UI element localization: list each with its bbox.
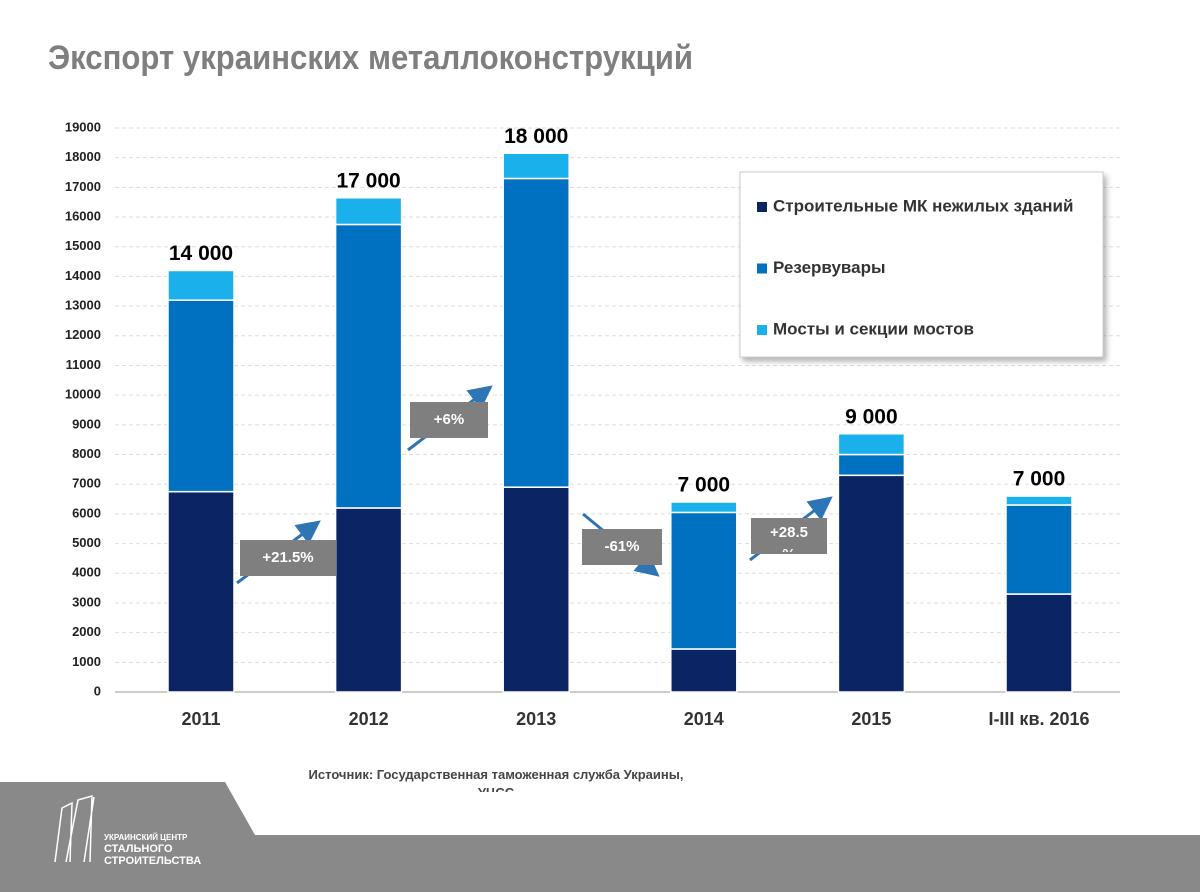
total-label: 7 000 xyxy=(1013,468,1066,491)
y-tick-label: 6000 xyxy=(72,505,101,520)
legend-swatch xyxy=(757,325,767,335)
bar-segment xyxy=(167,269,235,301)
y-tick-label: 1000 xyxy=(72,654,101,669)
total-label: 9 000 xyxy=(845,405,898,428)
logo xyxy=(54,794,95,863)
annotation: +21.5% xyxy=(262,549,314,566)
y-tick-label: 5000 xyxy=(72,535,101,550)
logo-text: УКРАИНСКИЙ ЦЕНТР xyxy=(104,833,188,842)
legend-swatch xyxy=(757,263,767,274)
logo-text: СТАЛЬНОГО xyxy=(104,843,173,855)
bar-segment xyxy=(334,507,403,693)
bar-segment xyxy=(1005,504,1073,595)
y-tick-label: 17000 xyxy=(65,179,101,194)
bar-segment xyxy=(1005,495,1073,506)
legend: Строительные МК нежилых зданий Резервувар… xyxy=(739,171,1104,358)
bar-segment xyxy=(167,299,235,493)
annotation-box xyxy=(751,518,827,554)
legend-label: Резервувары xyxy=(773,258,886,277)
annotation-wrap: +6% xyxy=(433,411,465,428)
y-tick-label: 4000 xyxy=(72,565,101,580)
y-tick-label: 13000 xyxy=(65,298,101,313)
total-label: 7 000 xyxy=(678,474,731,497)
chart-title: Экспорт украинских металлоконструкций xyxy=(48,39,693,77)
y-tick-label: 0 xyxy=(94,683,101,698)
y-tick-label: 8000 xyxy=(72,446,101,461)
annotation-box xyxy=(410,402,488,438)
bar-segment xyxy=(334,197,403,226)
bar-segment xyxy=(837,474,906,693)
bar-segment xyxy=(837,453,906,477)
y-tick-label: 15000 xyxy=(65,238,101,253)
bar-segment xyxy=(502,486,570,693)
legend-label: Строительные МК нежилых зданий xyxy=(773,196,1073,215)
legend-label: Мосты и секции мостов xyxy=(773,319,974,338)
bar-segment xyxy=(502,152,570,180)
source-box: Источник: Государственная таможенная слу… xyxy=(308,767,684,792)
bar-segment xyxy=(167,490,235,693)
bar-segment xyxy=(670,648,738,693)
bar-segment xyxy=(837,432,906,456)
annotation-box xyxy=(240,540,336,576)
footer-band xyxy=(0,782,1200,892)
logo-text: СТРОИТЕЛЬСТВА xyxy=(104,855,201,867)
legend-swatch xyxy=(757,202,767,212)
y-tick-label: 10000 xyxy=(65,387,101,402)
y-tick-label: 11000 xyxy=(66,357,101,372)
x-tick-label: I-III кв. 2016 xyxy=(988,709,1089,729)
bar-segment xyxy=(670,511,738,650)
x-tick-label: 2015 xyxy=(851,709,891,729)
y-tick-label: 2000 xyxy=(72,624,101,639)
total-label: 17 000 xyxy=(336,169,400,192)
annotation: +28.5 % xyxy=(770,524,808,552)
annotation-wrap: -61% xyxy=(604,538,640,555)
bar-segment xyxy=(502,177,570,488)
annotation: +6% xyxy=(433,411,465,428)
x-tick-label: 2014 xyxy=(684,709,724,729)
annotation-wrap: +28.5 % xyxy=(770,524,808,552)
y-tick-label: 19000 xyxy=(65,119,101,134)
y-tick-label: 18000 xyxy=(65,149,101,164)
legend-box xyxy=(739,171,1104,358)
y-tick-label: 7000 xyxy=(72,476,101,491)
x-tick-label: 2013 xyxy=(516,709,556,729)
bar-segment xyxy=(670,501,738,514)
y-tick-label: 9000 xyxy=(72,416,101,431)
y-tick-label: 3000 xyxy=(72,594,101,609)
annotation: -61% xyxy=(604,538,640,555)
x-tick-label: 2011 xyxy=(181,709,220,729)
annotation-box xyxy=(582,529,662,565)
total-label: 14 000 xyxy=(169,242,233,265)
y-tick-label: 12000 xyxy=(65,327,101,342)
y-tick-label: 16000 xyxy=(65,208,101,223)
bar-segment xyxy=(334,223,403,509)
y-tick-label: 14000 xyxy=(65,268,101,283)
source: Источник: Государственная таможенная слу… xyxy=(308,767,684,792)
x-tick-label: 2012 xyxy=(349,709,389,729)
bar-segment xyxy=(1005,593,1073,693)
annotation-wrap: +21.5% xyxy=(262,549,314,566)
total-label: 18 000 xyxy=(504,125,568,148)
